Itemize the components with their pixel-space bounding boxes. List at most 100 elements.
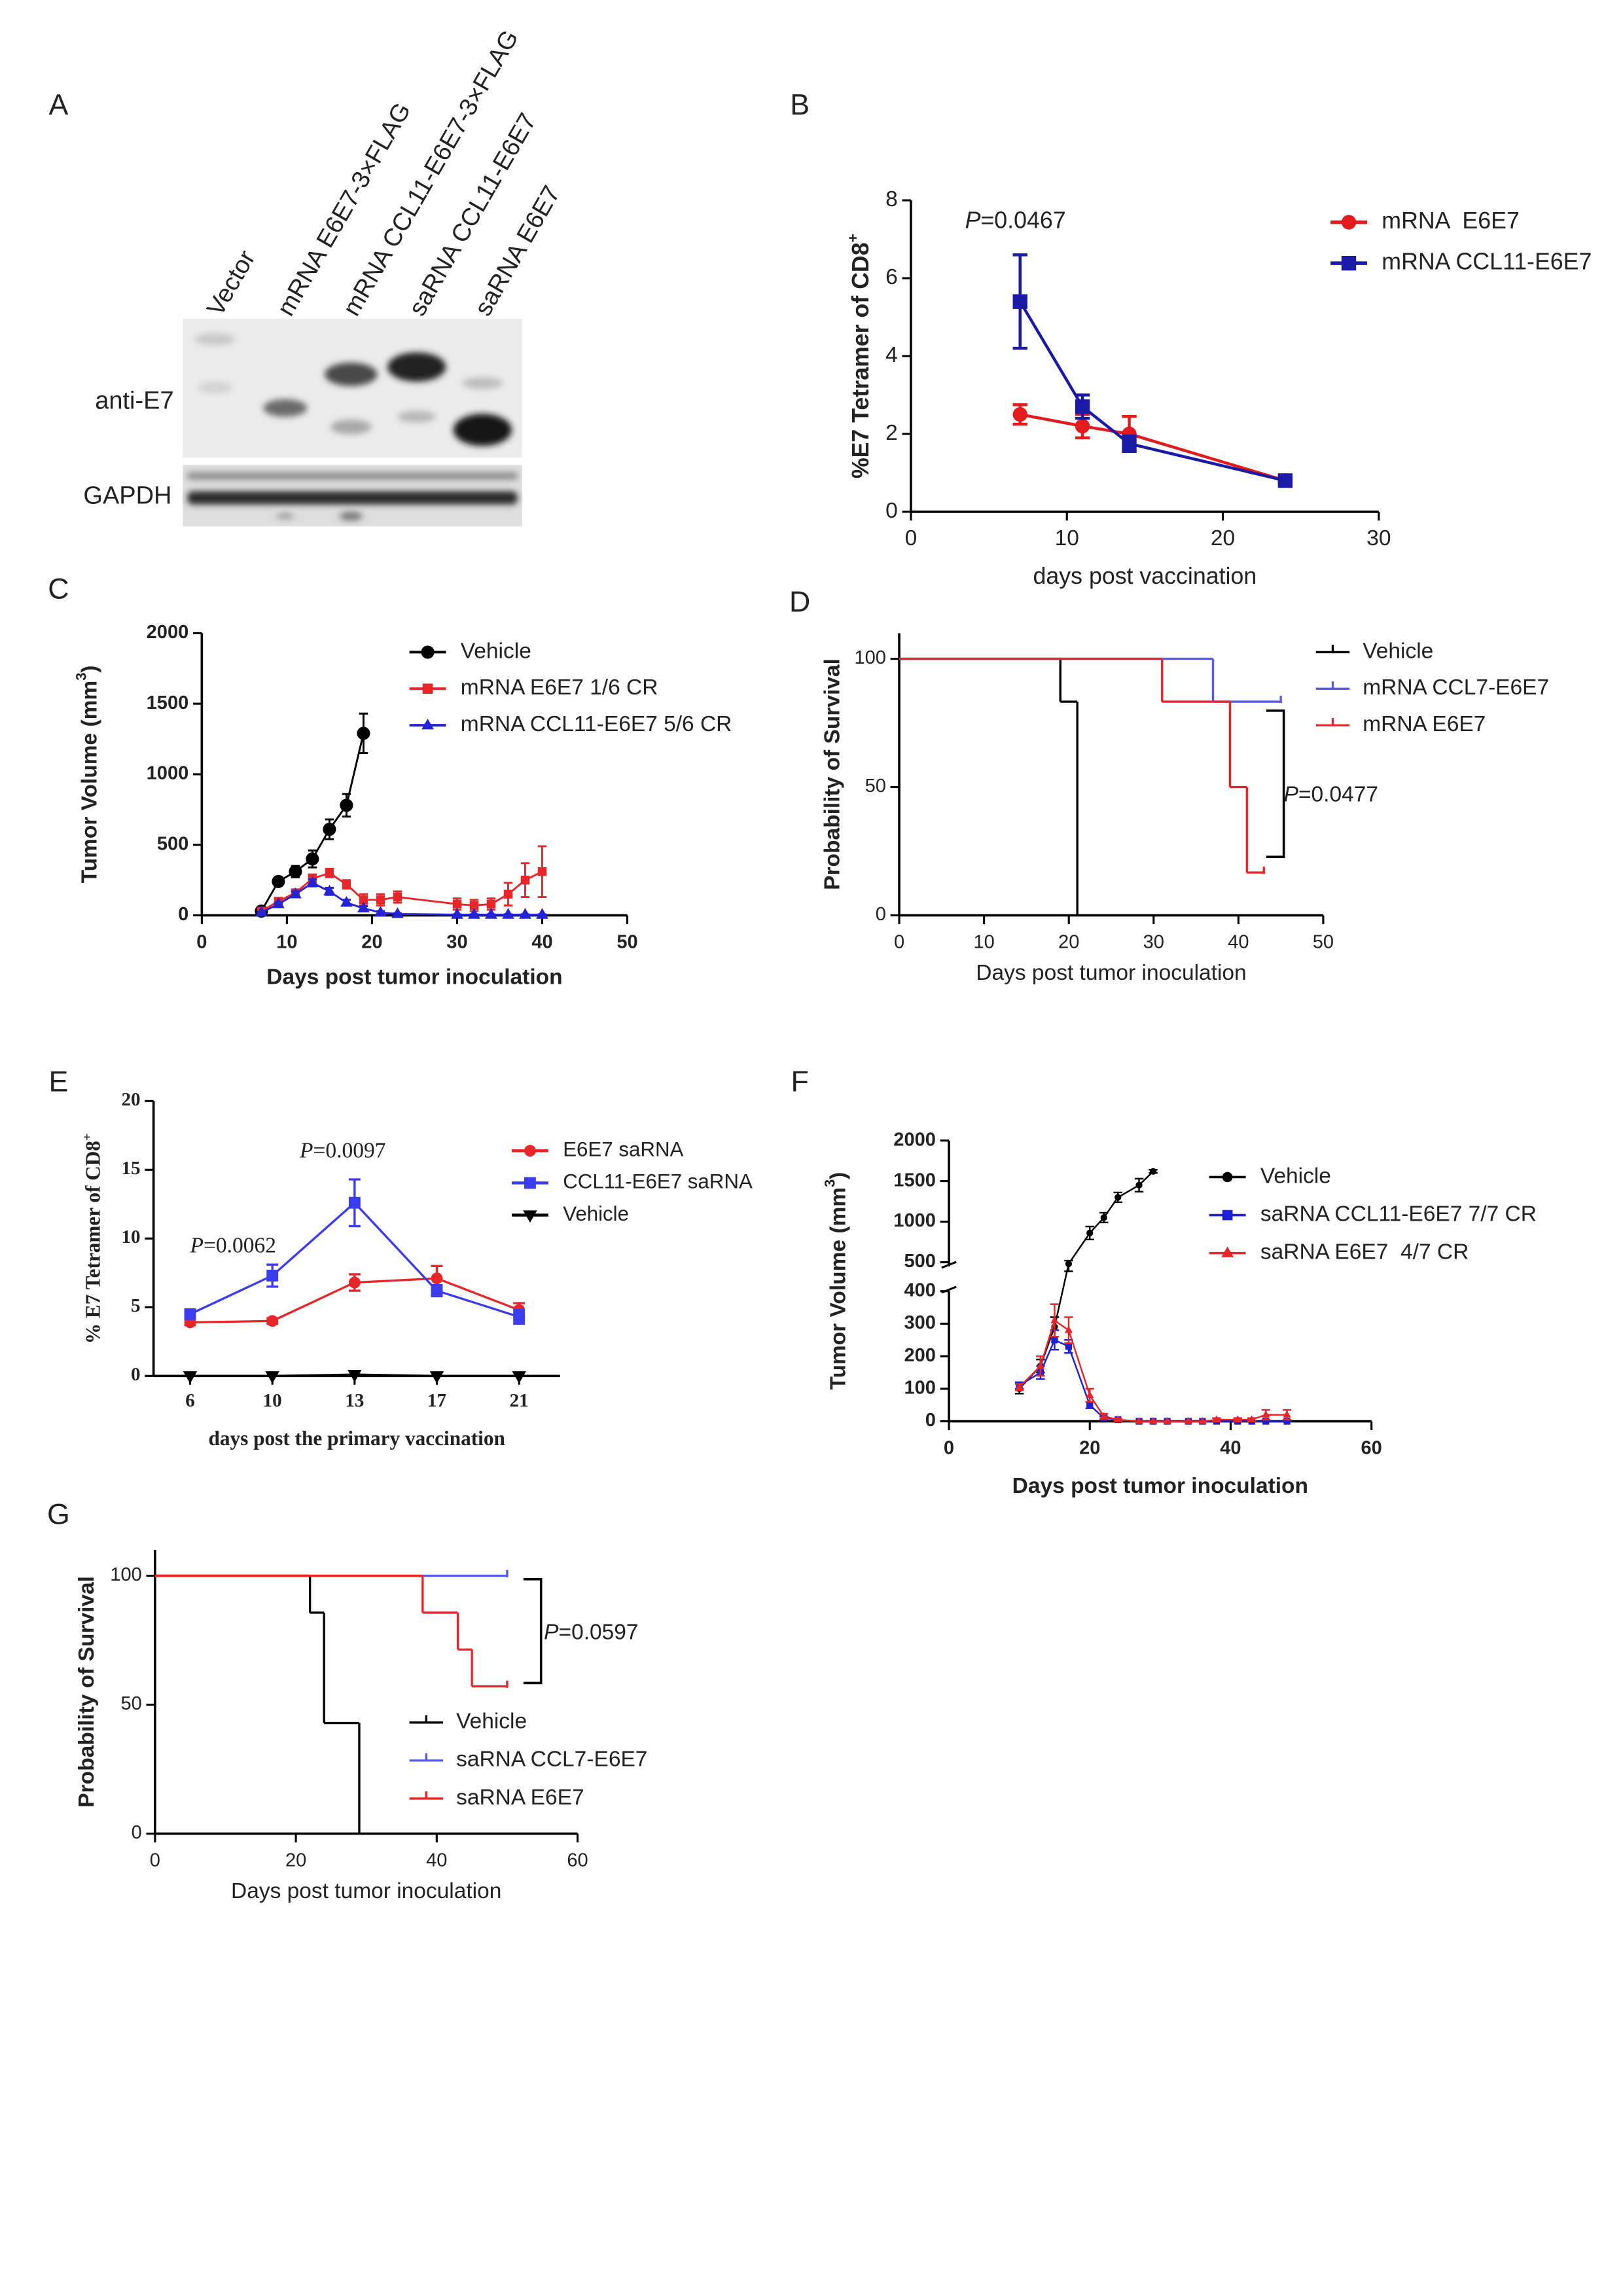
marker bbox=[1086, 1391, 1094, 1398]
marker bbox=[451, 908, 463, 919]
x-tick-label: 40 bbox=[1220, 1438, 1241, 1459]
marker bbox=[340, 895, 353, 907]
marker bbox=[421, 718, 434, 730]
annotation-italic: P bbox=[965, 207, 981, 234]
panel-label: E bbox=[49, 1066, 69, 1098]
x-tick-label: 6 bbox=[185, 1390, 195, 1411]
label-part: ) bbox=[77, 666, 101, 673]
marker bbox=[184, 1308, 196, 1320]
marker bbox=[512, 1371, 526, 1384]
label-part: ) bbox=[826, 1172, 850, 1179]
label-part: %E7 Tetramer of CD8 bbox=[848, 242, 874, 478]
marker bbox=[1212, 1415, 1221, 1423]
y-tick-label: 1000 bbox=[893, 1210, 936, 1231]
marker bbox=[1012, 294, 1027, 309]
y-tick-label: 8 bbox=[885, 187, 898, 211]
panel-label: F bbox=[791, 1066, 808, 1098]
marker bbox=[342, 880, 351, 889]
x-tick-label: 40 bbox=[426, 1850, 447, 1871]
x-axis-title: days post vaccination bbox=[1033, 563, 1257, 589]
x-tick-label: 30 bbox=[446, 932, 467, 953]
marker bbox=[469, 901, 479, 910]
legend-label: saRNA E6E7 bbox=[456, 1785, 584, 1810]
x-tick-label: 20 bbox=[285, 1850, 306, 1871]
marker bbox=[357, 901, 370, 913]
marker bbox=[452, 899, 462, 909]
x-tick-label: 30 bbox=[1143, 932, 1164, 953]
marker bbox=[393, 892, 402, 902]
y-tick-label: 1500 bbox=[893, 1170, 936, 1191]
legend-label: saRNA CCL7-E6E7 bbox=[456, 1748, 647, 1772]
marker bbox=[1064, 1325, 1073, 1333]
y-tick-label: 0 bbox=[885, 499, 898, 523]
x-tick-label: 40 bbox=[1228, 932, 1249, 953]
x-tick-label: 0 bbox=[196, 932, 207, 953]
marker bbox=[357, 726, 370, 740]
x-tick-label: 20 bbox=[361, 932, 382, 953]
series-line bbox=[1018, 300, 1286, 482]
panel-label: D bbox=[789, 586, 810, 618]
y-tick-label: 500 bbox=[157, 833, 188, 854]
marker bbox=[306, 852, 319, 866]
y-tick-label: 0 bbox=[925, 1410, 936, 1431]
x-axis-title: Days post tumor inoculation bbox=[976, 961, 1246, 985]
significance-bracket bbox=[523, 1578, 543, 1685]
y-tick-label: 4 bbox=[885, 343, 898, 367]
marker bbox=[289, 865, 302, 878]
marker bbox=[323, 884, 336, 896]
x-tick-label: 60 bbox=[567, 1850, 588, 1871]
axis-break bbox=[941, 1261, 957, 1294]
x-tick-label: 10 bbox=[276, 932, 297, 953]
annotation-text: =0.0097 bbox=[313, 1138, 386, 1162]
y-tick-label: 2000 bbox=[893, 1129, 936, 1150]
superscript: 3 bbox=[822, 1179, 838, 1187]
x-tick-label: 0 bbox=[944, 1438, 954, 1459]
legend-label: E6E7 saRNA bbox=[563, 1138, 683, 1161]
marker bbox=[524, 1145, 536, 1157]
y-axis-title: Tumor Volume (mm3) bbox=[73, 666, 102, 884]
marker bbox=[1086, 1229, 1094, 1237]
marker bbox=[468, 908, 480, 919]
marker bbox=[1262, 1410, 1270, 1418]
lane-label: saRNA CCL11-E6E7 bbox=[404, 109, 542, 321]
marker bbox=[1262, 1418, 1270, 1425]
y-tick-label: 1000 bbox=[147, 763, 189, 784]
x-tick-label: 50 bbox=[1313, 932, 1334, 953]
marker bbox=[520, 875, 530, 885]
annotation-text: =0.0597 bbox=[559, 1620, 639, 1644]
x-axis-title: days post the primary vaccination bbox=[209, 1427, 505, 1450]
annotation: P=0.0097 bbox=[299, 1138, 386, 1162]
marker bbox=[1050, 1316, 1059, 1323]
legend-label: Vehicle bbox=[1363, 639, 1433, 663]
x-tick-label: 21 bbox=[510, 1390, 529, 1411]
y-tick-label: 5 bbox=[131, 1295, 141, 1316]
marker bbox=[502, 908, 514, 919]
marker bbox=[1122, 436, 1137, 452]
x-tick-label: 13 bbox=[345, 1390, 364, 1411]
panel-label: A bbox=[49, 89, 69, 121]
legend-label: CCL11-E6E7 saRNA bbox=[563, 1170, 753, 1193]
marker bbox=[325, 869, 334, 878]
y-tick-label: 50 bbox=[120, 1693, 141, 1714]
y-tick-label: 100 bbox=[110, 1564, 141, 1585]
label-part: Tumor Volume (mm bbox=[826, 1187, 850, 1390]
panel-label: C bbox=[48, 573, 69, 605]
legend-label: saRNA E6E7 4/7 CR bbox=[1260, 1240, 1469, 1264]
marker bbox=[1012, 407, 1027, 422]
marker bbox=[429, 1371, 444, 1384]
annotation: P=0.0597 bbox=[544, 1620, 638, 1644]
marker bbox=[1341, 215, 1357, 230]
marker bbox=[1086, 1401, 1094, 1408]
legend-label: mRNA E6E7 bbox=[1363, 712, 1486, 736]
y-tick-label: 200 bbox=[904, 1345, 935, 1366]
marker bbox=[1114, 1415, 1122, 1423]
label-part: Probability of Survival bbox=[75, 1576, 99, 1808]
marker bbox=[1149, 1168, 1157, 1175]
marker bbox=[537, 867, 547, 876]
label-part: Probability of Survival bbox=[820, 658, 844, 890]
marker bbox=[1135, 1181, 1143, 1189]
y-tick-label: 100 bbox=[904, 1378, 935, 1399]
marker bbox=[323, 822, 336, 836]
annotation-italic: P bbox=[190, 1233, 204, 1257]
superscript: 3 bbox=[73, 673, 90, 681]
